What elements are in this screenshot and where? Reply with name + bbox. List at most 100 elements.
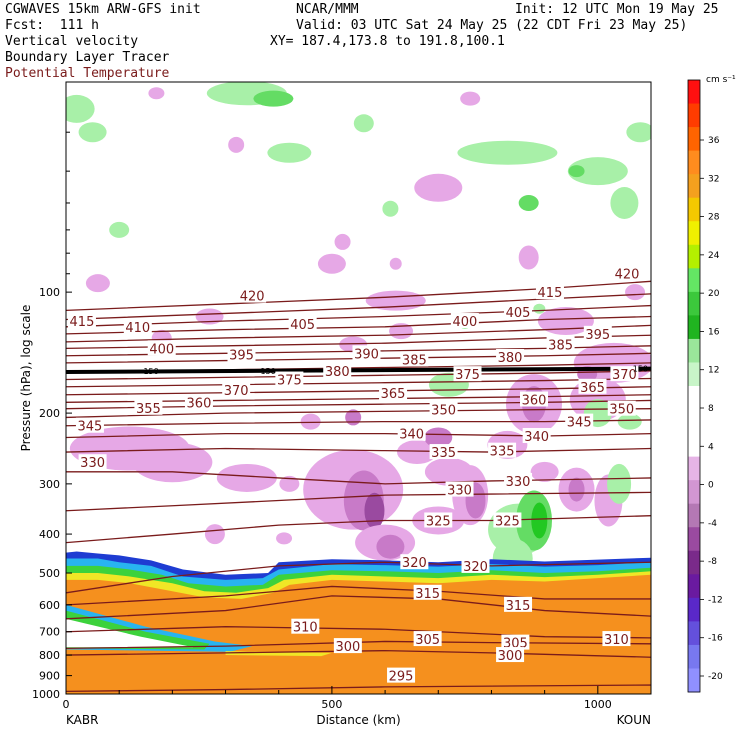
theta-label-box (602, 631, 631, 647)
colorbar-swatch (688, 221, 700, 246)
theta-contour (66, 324, 651, 343)
theta-label-box (493, 512, 522, 528)
colorbar-tick-label: 4 (708, 442, 714, 452)
theta-contour (66, 377, 651, 388)
left-endpoint-label: KABR (66, 713, 98, 727)
theta-contour (66, 684, 651, 693)
theta-label-box (520, 391, 548, 407)
tropopause-label: 150 (633, 365, 648, 374)
colorbar-swatch (688, 433, 700, 458)
updraft-downdraft-patch (397, 440, 437, 465)
theta-label: 365 (580, 381, 605, 396)
updraft-downdraft-patch (460, 91, 481, 106)
tropopause-label: 150 (260, 367, 275, 376)
colorbar-swatch (688, 315, 700, 340)
colorbar-tick-label: -12 (708, 595, 723, 605)
theta-contour (66, 399, 651, 410)
theta-label: 400 (452, 315, 477, 330)
updraft-downdraft-patch (382, 200, 399, 217)
theta-label-box (607, 400, 636, 416)
colorbar-tick-label: -16 (708, 634, 723, 644)
theta-label-box (504, 472, 533, 488)
theta-label-box (288, 315, 317, 331)
y-tick-label: 500 (39, 567, 60, 580)
theta-label: 325 (426, 514, 451, 529)
theta-label: 375 (277, 374, 302, 389)
theta-label: 390 (354, 347, 379, 362)
theta-label: 300 (498, 649, 523, 664)
theta-contour (66, 433, 651, 439)
updraft-downdraft-patch (567, 157, 628, 186)
theta-label-box (222, 381, 251, 397)
colorbar-tick-label: 0 (708, 481, 714, 491)
updraft-downdraft-patch (148, 87, 165, 100)
theta-label: 385 (548, 339, 573, 354)
plot-frame (65, 81, 652, 695)
theta-label-box (400, 351, 429, 367)
theta-label-box (504, 596, 533, 612)
colorbar-swatch (688, 244, 700, 269)
y-tick-label: 300 (39, 478, 60, 491)
theta-label: 315 (415, 587, 440, 602)
theta-label: 405 (290, 318, 315, 333)
theta-contour (66, 386, 651, 396)
theta-label: 340 (524, 430, 549, 445)
theta-label: 380 (498, 351, 523, 366)
updraft-downdraft-patch (424, 427, 453, 448)
theta-label-box (501, 634, 530, 650)
theta-contour (66, 352, 651, 364)
theta-label-box (238, 287, 267, 303)
theta-label: 405 (506, 306, 531, 321)
theta-label: 360 (187, 396, 212, 411)
updraft-downdraft-patch (568, 477, 585, 502)
theta-label-box (535, 284, 564, 300)
updraft-downdraft-patch (617, 413, 642, 430)
colorbar-swatch (688, 362, 700, 387)
updraft-downdraft-patch (533, 303, 546, 314)
y-tick-label: 800 (39, 649, 60, 662)
theta-label-box (453, 366, 482, 382)
colorbar-tick-label: 32 (708, 174, 719, 184)
tropopause-label: 150 (143, 367, 158, 376)
colorbar-tick-label: 28 (708, 213, 720, 223)
theta-label: 355 (136, 402, 161, 417)
theta-contour (66, 626, 651, 639)
colorbar-tick-label: 36 (708, 136, 720, 146)
updraft-downdraft-patch (300, 413, 321, 430)
tracer-surface-layer (66, 646, 651, 694)
theta-label: 380 (325, 365, 350, 380)
updraft-downdraft-patch (625, 284, 646, 301)
theta-label-box (78, 454, 107, 470)
updraft-downdraft-patch (317, 253, 346, 274)
y-tick-label: 1000 (32, 688, 60, 701)
theta-label-box (184, 394, 213, 410)
y-axis-label: Pressure (hPa), log scale (19, 305, 33, 452)
updraft-downdraft-patch (279, 475, 300, 492)
theta-label-box (123, 318, 152, 334)
colorbar-swatch (688, 597, 700, 622)
theta-label-box (397, 425, 426, 441)
theta-contour (66, 649, 651, 658)
updraft-downdraft-patch (195, 308, 224, 325)
theta-label: 375 (455, 368, 480, 383)
updraft-downdraft-patch (364, 492, 385, 529)
xy-endpoints: XY= 187.4,173.8 to 191.8,100.1 (270, 34, 505, 49)
theta-label: 305 (415, 633, 440, 648)
updraft-downdraft-patch (204, 524, 225, 545)
theta-label: 345 (567, 416, 592, 431)
updraft-downdraft-patch (626, 122, 651, 143)
init-time: Init: 12 UTC Mon 19 May 25 (515, 2, 719, 17)
colorbar-swatch (688, 174, 700, 199)
y-tick-label: 900 (39, 670, 60, 683)
colorbar-swatch (688, 574, 700, 599)
theta-label: 415 (70, 315, 95, 330)
x-tick-label: 500 (321, 698, 342, 711)
updraft-downdraft-patch (78, 122, 107, 143)
updraft-downdraft-patch (276, 532, 293, 545)
theta-label: 335 (490, 445, 515, 460)
theta-label: 395 (585, 328, 610, 343)
theta-label-box (75, 417, 104, 433)
colorbar-tick-label: 16 (708, 327, 720, 337)
colorbar-frame (687, 79, 701, 693)
theta-label: 310 (604, 633, 629, 648)
